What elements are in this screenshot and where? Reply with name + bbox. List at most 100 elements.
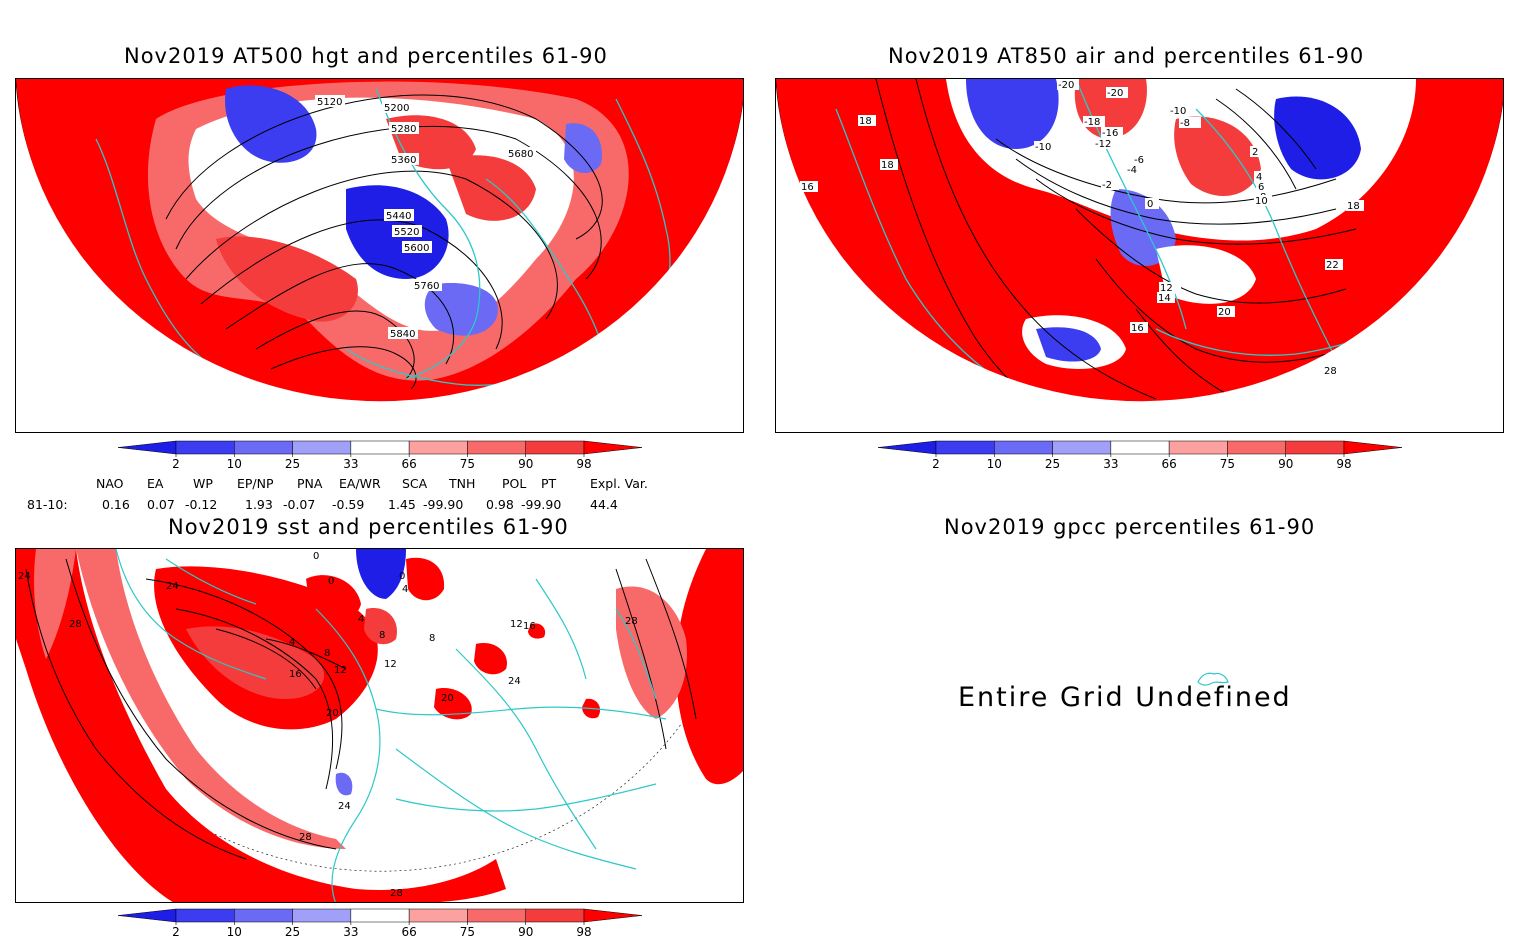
colorbar-tick-label: 98 bbox=[576, 925, 591, 939]
contour-label: 0 bbox=[328, 576, 334, 587]
contour-label: -20 bbox=[1058, 80, 1074, 91]
map-panel-air: -20 -20 -18 -16 -12 -10 -10 -8 -6 -4 -2 … bbox=[775, 78, 1504, 433]
index-header-ea: EA bbox=[147, 476, 164, 491]
colorbar-swatch bbox=[1285, 440, 1345, 455]
contour-label: 5280 bbox=[391, 124, 416, 135]
index-row-label: 81-10: bbox=[27, 497, 68, 512]
colorbar-labels: 2 10 25 33 66 75 90 98 bbox=[172, 922, 592, 939]
index-value-tnh: -99.90 bbox=[423, 497, 464, 512]
contour-label: 16 bbox=[801, 182, 814, 193]
colorbar-swatch bbox=[234, 440, 293, 455]
contour-label: 22 bbox=[1326, 260, 1339, 271]
colorbar-tick-label: 98 bbox=[1336, 457, 1351, 471]
colorbar-swatches bbox=[117, 440, 643, 455]
colorbar-tick-label: 90 bbox=[518, 925, 533, 939]
colorbar-swatch bbox=[408, 908, 468, 923]
colorbar-tick-label: 10 bbox=[987, 457, 1002, 471]
map-projection-edge bbox=[16, 549, 743, 872]
index-header-pna: PNA bbox=[297, 476, 323, 491]
index-value-wp: -0.12 bbox=[185, 497, 218, 512]
contour-label: 5760 bbox=[414, 281, 439, 292]
colorbar-swatch bbox=[1052, 440, 1112, 455]
index-value-pna: -0.07 bbox=[283, 497, 316, 512]
colorbar-swatch bbox=[1110, 440, 1170, 455]
colorbar-tick-label: 2 bbox=[172, 457, 180, 471]
colorbar-swatch bbox=[292, 908, 352, 923]
colorbar-swatch bbox=[117, 908, 177, 923]
contour-label: 8 bbox=[324, 648, 330, 659]
colorbar-tick-label: 2 bbox=[932, 457, 940, 471]
colorbar-tick-label: 75 bbox=[1220, 457, 1235, 471]
colorbar-labels: 2 10 25 33 66 75 90 98 bbox=[172, 454, 592, 471]
colorbar-hgt: 2 10 25 33 66 75 90 98 bbox=[117, 440, 643, 471]
contour-label: 24 bbox=[166, 581, 179, 592]
contour-label: 12 bbox=[1160, 283, 1173, 294]
colorbar-labels: 2 10 25 33 66 75 90 98 bbox=[932, 454, 1352, 471]
colorbar-tick-label: 66 bbox=[402, 457, 417, 471]
contour-labels-air: -20 -20 -18 -16 -12 -10 -10 -8 -6 -4 -2 … bbox=[800, 79, 1364, 377]
map-panel-hgt: 5120 5200 5280 5360 5440 5520 5600 5680 … bbox=[15, 78, 744, 433]
contour-label: 5360 bbox=[391, 155, 416, 166]
colorbar-swatch bbox=[175, 908, 235, 923]
index-header-pol: POL bbox=[502, 476, 527, 491]
index-value-sca: 1.45 bbox=[388, 497, 416, 512]
contour-label: 8 bbox=[429, 633, 435, 644]
contour-label: 24 bbox=[338, 801, 351, 812]
contour-label: 20 bbox=[1218, 307, 1231, 318]
colorbar-swatch bbox=[583, 440, 643, 455]
contour-label: 12 bbox=[334, 665, 347, 676]
index-value-epnp: 1.93 bbox=[245, 497, 273, 512]
colorbar-tick-label: 66 bbox=[402, 925, 417, 939]
index-value-nao: 0.16 bbox=[102, 497, 130, 512]
panel-title-sst: Nov2019 sst and percentiles 61-90 bbox=[168, 515, 569, 539]
undefined-message: Entire Grid Undefined bbox=[958, 682, 1292, 713]
index-value-pol: 0.98 bbox=[486, 497, 514, 512]
contour-label: 4 bbox=[402, 584, 408, 595]
index-header-tnh: TNH bbox=[449, 476, 476, 491]
index-header-pt: PT bbox=[541, 476, 557, 491]
colorbar-swatch bbox=[1168, 440, 1228, 455]
index-header-sca: SCA bbox=[402, 476, 428, 491]
colorbar-air: 2 10 25 33 66 75 90 98 bbox=[877, 440, 1403, 471]
contour-label: 12 bbox=[384, 659, 397, 670]
contour-label: 24 bbox=[508, 676, 521, 687]
contour-label: 12 bbox=[510, 619, 523, 630]
panel-title-gpcc: Nov2019 gpcc percentiles 61-90 bbox=[944, 515, 1316, 539]
colorbar-tick-label: 90 bbox=[518, 457, 533, 471]
contour-label: 18 bbox=[859, 116, 872, 127]
index-header-eawr: EA/WR bbox=[339, 476, 381, 491]
colorbar-sst: 2 10 25 33 66 75 90 98 bbox=[117, 908, 643, 939]
colorbar-tick-label: 98 bbox=[576, 457, 591, 471]
contour-label: 10 bbox=[1255, 196, 1268, 207]
contour-label: 2 bbox=[1252, 147, 1258, 158]
contour-labels-hgt: 5120 5200 5280 5360 5440 5520 5600 5680 … bbox=[315, 95, 536, 340]
colorbar-tick-label: 10 bbox=[227, 457, 242, 471]
colorbar-tick-label: 33 bbox=[343, 457, 358, 471]
contour-label: 18 bbox=[881, 160, 894, 171]
colorbar-tick-label: 33 bbox=[1103, 457, 1118, 471]
colorbar-tick-label: 75 bbox=[460, 925, 475, 939]
index-header-nao: NAO bbox=[96, 476, 124, 491]
contour-label: -2 bbox=[1102, 180, 1112, 191]
gpcc-small-island bbox=[1197, 672, 1229, 686]
contour-label: 20 bbox=[326, 708, 339, 719]
contour-label: 16 bbox=[289, 669, 302, 680]
colorbar-swatch bbox=[117, 440, 177, 455]
contour-label: 28 bbox=[299, 832, 312, 843]
contour-label: -12 bbox=[1095, 139, 1111, 150]
colorbar-tick-label: 90 bbox=[1278, 457, 1293, 471]
index-value-ea: 0.07 bbox=[147, 497, 175, 512]
colorbar-swatch bbox=[350, 908, 410, 923]
colorbar-swatch bbox=[1227, 440, 1286, 455]
contour-label: 16 bbox=[523, 621, 536, 632]
index-header-explvar: Expl. Var. bbox=[590, 476, 648, 491]
contour-label: 6 bbox=[1258, 182, 1264, 193]
colorbar-swatch bbox=[408, 440, 468, 455]
colorbar-swatches bbox=[117, 908, 643, 923]
contour-label: 5200 bbox=[384, 103, 409, 114]
contour-label: -20 bbox=[1107, 88, 1123, 99]
colorbar-swatch bbox=[994, 440, 1053, 455]
map-hgt-svg: 5120 5200 5280 5360 5440 5520 5600 5680 … bbox=[16, 79, 743, 402]
index-header-wp: WP bbox=[193, 476, 213, 491]
colorbar-swatch bbox=[877, 440, 937, 455]
